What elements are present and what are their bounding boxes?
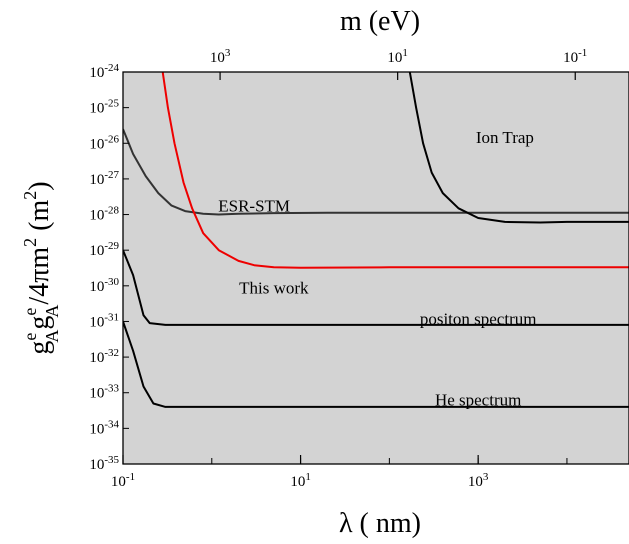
x-tick-label: 101 — [290, 471, 311, 490]
series-line-1 — [123, 128, 629, 216]
y-tick-label: 10-32 — [89, 347, 119, 366]
y-tick-label: 10-31 — [89, 311, 119, 330]
top-axis-title: m (eV) — [340, 6, 420, 37]
top-tick-label: 10-1 — [563, 47, 587, 66]
y-tick-label: 10-26 — [89, 133, 119, 152]
y-tick-label: 10-33 — [89, 383, 119, 402]
annotation-layer: ESR-STM This work Ion Trap positon spectrum… — [218, 128, 536, 409]
annotation-label-1: ESR-STM — [218, 196, 290, 215]
y-axis-title: ge Age A/4πm2 (m2) — [20, 181, 62, 354]
annotation-label-5: He spectrum — [435, 390, 521, 409]
axes-layer: 10-35 10-34 10-33 10-32 10-31 10-30 10-29 10-28… — [89, 47, 629, 490]
y-tick-label: 10-30 — [89, 276, 119, 295]
y-tick-label: 10-29 — [89, 240, 119, 259]
annotation-label-2: This work — [239, 278, 309, 297]
series-line-2 — [161, 72, 629, 269]
y-tick-label: 10-24 — [89, 62, 119, 81]
x-tick-label: 103 — [468, 471, 489, 490]
series-line-4 — [123, 249, 629, 326]
annotation-label-4: positon spectrum — [420, 310, 537, 329]
series-line-3 — [408, 72, 629, 224]
x-axis-title: λ ( nm) — [339, 508, 421, 539]
top-tick-label: 103 — [210, 47, 231, 66]
series-line-5 — [123, 321, 629, 408]
top-tick-label: 101 — [387, 47, 408, 66]
annotation-label-3: Ion Trap — [476, 128, 534, 147]
y-tick-label: 10-25 — [89, 98, 119, 117]
y-tick-label: 10-34 — [89, 418, 119, 437]
y-tick-label: 10-27 — [89, 169, 119, 188]
y-tick-label: 10-28 — [89, 205, 119, 224]
plot-frame — [122, 71, 629, 465]
x-tick-label: 10-1 — [111, 471, 135, 490]
series-layer — [123, 72, 629, 408]
y-tick-label: 10-35 — [89, 454, 119, 473]
